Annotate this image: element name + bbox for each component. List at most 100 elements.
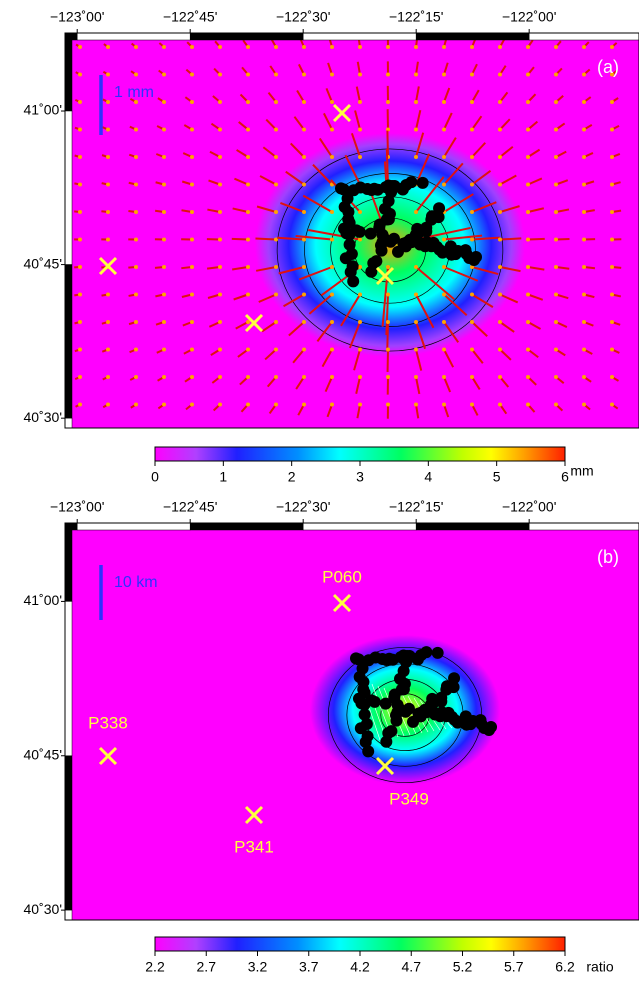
- displacement-vector: [277, 236, 305, 241]
- displacement-vector: [527, 348, 539, 359]
- frame-bar: [302, 32, 417, 41]
- grid-point: [442, 265, 446, 269]
- grid-point: [218, 320, 222, 324]
- grid-point: [610, 210, 614, 214]
- displacement-vector: [471, 142, 487, 158]
- displacement-vector: [297, 404, 305, 416]
- grid-point: [274, 292, 278, 297]
- grid-point: [498, 155, 502, 159]
- displacement-vector: [344, 154, 361, 185]
- displacement-vector: [266, 376, 277, 388]
- grid-point: [302, 237, 306, 242]
- grid-point: [442, 100, 446, 104]
- grid-point: [498, 45, 502, 49]
- frame-bar: [189, 522, 304, 531]
- grid-point: [442, 45, 446, 49]
- displacement-vector: [296, 89, 305, 103]
- grid-point: [498, 210, 502, 214]
- grid-point: [386, 402, 390, 407]
- frame-bar: [64, 522, 73, 602]
- grid-point: [246, 100, 250, 104]
- source-dot: [405, 176, 418, 189]
- grid-point: [386, 127, 390, 132]
- frame-bar: [64, 110, 73, 265]
- displacement-vector: [207, 208, 221, 213]
- source-dot: [402, 702, 415, 715]
- displacement-vector: [386, 321, 389, 352]
- grid-point: [442, 375, 446, 379]
- grid-point: [498, 72, 502, 77]
- grid-point: [526, 72, 530, 77]
- displacement-vector: [499, 91, 509, 103]
- station-marker: [332, 103, 352, 123]
- displacement-vector: [233, 293, 249, 301]
- grid-point: [302, 100, 306, 104]
- source-dot: [416, 176, 429, 189]
- source-dot: [432, 211, 445, 224]
- grid-point: [218, 100, 222, 104]
- grid-point: [554, 155, 558, 159]
- grid-point: [274, 347, 278, 352]
- grid-point: [414, 347, 418, 352]
- grid-point: [386, 347, 390, 352]
- grid-point: [470, 320, 474, 324]
- grid-point: [554, 237, 558, 242]
- grid-point: [302, 347, 306, 352]
- grid-point: [610, 320, 614, 324]
- source-dot: [339, 252, 352, 265]
- grid-point: [162, 347, 166, 352]
- grid-point: [498, 237, 502, 242]
- grid-point: [554, 265, 558, 269]
- grid-point: [582, 347, 586, 352]
- y-tick-label: 40˚30': [24, 901, 62, 917]
- displacement-vector: [356, 404, 361, 419]
- x-tick-label: −122˚30': [276, 499, 330, 515]
- grid-point: [78, 237, 82, 242]
- displacement-vector: [232, 266, 249, 271]
- colorbar-tick-label: 0: [151, 469, 159, 485]
- grid-point: [162, 292, 166, 297]
- grid-point: [358, 375, 362, 379]
- source-dot: [352, 653, 365, 666]
- displacement-vector: [207, 293, 221, 299]
- displacement-vector: [283, 293, 305, 308]
- grid-point: [106, 375, 110, 379]
- displacement-vector: [295, 235, 333, 241]
- grid-point: [610, 127, 614, 132]
- grid-point: [134, 155, 138, 159]
- grid-point: [554, 45, 558, 49]
- displacement-vector: [415, 86, 420, 103]
- station-label: P341: [234, 837, 274, 856]
- grid-point: [442, 402, 446, 407]
- grid-point: [386, 72, 390, 77]
- grid-point: [386, 100, 390, 104]
- displacement-vector: [499, 376, 510, 388]
- source-dot: [447, 681, 460, 694]
- grid-point: [414, 375, 418, 379]
- grid-point: [190, 210, 194, 214]
- y-tick-label: 40˚45': [24, 746, 62, 762]
- grid-point: [498, 292, 502, 297]
- grid-point: [274, 320, 278, 324]
- grid-point: [190, 347, 194, 352]
- displacement-vector: [471, 293, 494, 308]
- displacement-vector: [499, 237, 522, 241]
- source-dot: [354, 722, 367, 735]
- grid-point: [134, 402, 138, 407]
- colorbar-tick-label: 5: [493, 469, 501, 485]
- grid-point: [274, 237, 278, 242]
- grid-point: [106, 72, 110, 77]
- grid-point: [414, 265, 418, 269]
- grid-point: [190, 155, 194, 159]
- displacement-vector: [289, 142, 305, 158]
- frame-bar: [76, 32, 191, 41]
- grid-point: [330, 45, 334, 49]
- grid-point: [190, 127, 194, 132]
- grid-point: [330, 210, 334, 214]
- displacement-vector: [471, 348, 484, 364]
- displacement-vector: [261, 321, 277, 333]
- grid-point: [470, 265, 474, 269]
- displacement-vector: [292, 348, 305, 364]
- displacement-vector: [415, 349, 423, 371]
- grid-point: [414, 402, 418, 407]
